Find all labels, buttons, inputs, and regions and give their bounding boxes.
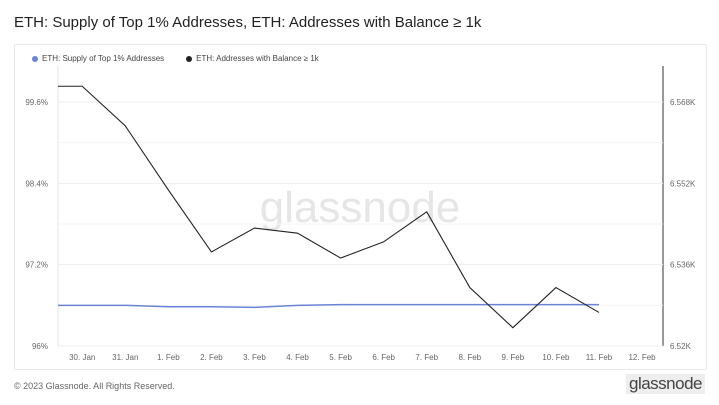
legend-dot-blue [32,55,38,62]
x-tick-label: 6. Feb [372,353,395,362]
series-line-supply-top-1pct [58,303,600,309]
y-right-tick-label: 6.52K [670,342,692,351]
x-tick-label: 31. Jan [112,353,138,362]
x-tick-label: 5. Feb [329,353,352,362]
chart-title: ETH: Supply of Top 1% Addresses, ETH: Ad… [14,14,482,31]
x-tick-label: 4. Feb [286,353,309,362]
legend: ETH: Supply of Top 1% Addresses ETH: Add… [32,54,319,63]
legend-item-supply-top-1pct[interactable]: ETH: Supply of Top 1% Addresses [32,54,164,63]
y-left-tick-label: 97.2% [25,261,48,270]
y-right-tick-label: 6.568K [670,98,696,107]
watermark: glassnode [260,183,461,232]
x-tick-label: 9. Feb [502,353,525,362]
x-tick-label: 12. Feb [628,353,656,362]
x-tick-label: 3. Feb [243,353,266,362]
series-line-addresses-1k [58,85,600,329]
x-tick-label: 7. Feb [415,353,438,362]
y-left-tick-label: 98.4% [25,179,48,188]
x-tick-label: 1. Feb [157,353,180,362]
x-tick-label: 11. Feb [586,353,613,362]
y-right-tick-label: 6.552K [670,179,696,188]
copyright: © 2023 Glassnode. All Rights Reserved. [14,381,175,391]
legend-item-addresses-1k[interactable]: ETH: Addresses with Balance ≥ 1k [186,54,319,63]
legend-label: ETH: Addresses with Balance ≥ 1k [196,54,319,63]
chart-card [14,44,707,370]
x-tick-label: 8. Feb [458,353,481,362]
legend-label: ETH: Supply of Top 1% Addresses [42,54,165,63]
legend-dot-black [186,55,193,62]
y-left-tick-label: 99.6% [25,98,48,107]
x-tick-label: 30. Jan [69,353,95,362]
y-right-tick-label: 6.536K [670,261,696,270]
x-tick-label: 10. Feb [542,353,570,362]
glassnode-logo: glassnode [625,374,705,394]
x-tick-label: 2. Feb [200,353,223,362]
y-left-tick-label: 96% [32,342,48,351]
